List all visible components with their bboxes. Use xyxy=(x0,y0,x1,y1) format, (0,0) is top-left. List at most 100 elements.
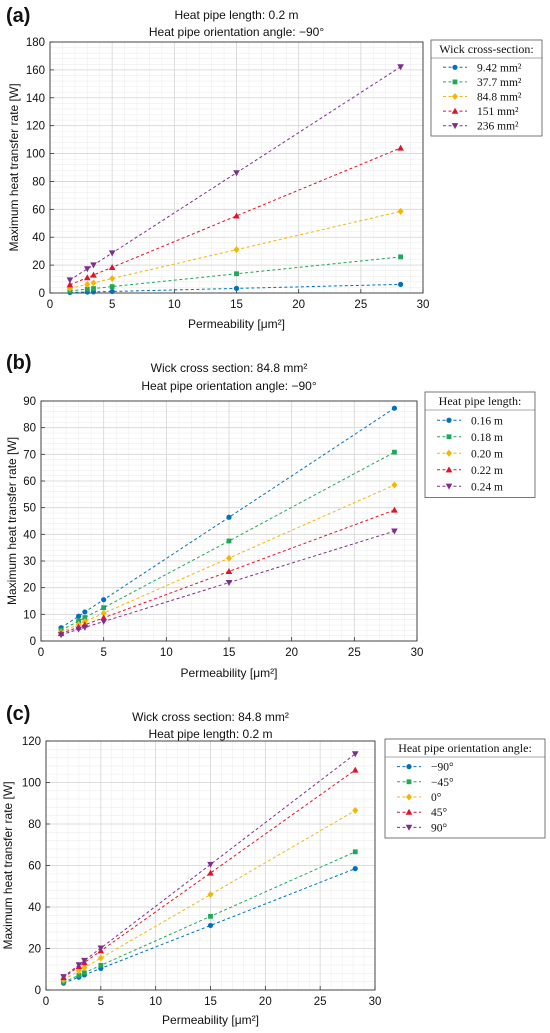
y-tick-label: 0 xyxy=(39,288,45,300)
data-point xyxy=(392,449,397,455)
data-point xyxy=(84,266,91,273)
data-point xyxy=(207,922,214,929)
data-point xyxy=(352,807,359,815)
series-5 xyxy=(57,528,398,639)
chart-title-line: Heat pipe orientation angle: −90° xyxy=(141,379,316,393)
legend-item: 0.20 m xyxy=(437,448,503,460)
legend-title: Wick cross-section: xyxy=(439,42,534,56)
data-point xyxy=(75,626,82,633)
y-tick-label: 90 xyxy=(23,396,36,408)
x-tick-label: 20 xyxy=(285,647,298,659)
legend-item: −45° xyxy=(397,777,454,789)
x-tick-label: 20 xyxy=(292,299,305,311)
y-tick-label: 30 xyxy=(23,556,36,568)
legend-swatch-marker xyxy=(451,107,459,114)
data-point xyxy=(109,288,115,295)
x-tick-label: 15 xyxy=(230,299,243,311)
legend-item: 90° xyxy=(397,822,448,834)
data-point xyxy=(100,609,107,617)
x-tick-label: 5 xyxy=(109,299,115,311)
legend-swatch-marker xyxy=(445,483,453,490)
legend-item: 37.7 mm² xyxy=(443,77,522,89)
series-line xyxy=(69,66,401,281)
legend: Wick cross-section: 9.42 mm² 37.7 mm² 84.8 … xyxy=(430,39,543,137)
legend-item: 0.18 m xyxy=(437,432,503,444)
series-3 xyxy=(60,807,359,984)
series-2 xyxy=(61,849,358,985)
data-point xyxy=(233,246,240,254)
legend-item: 0.22 m xyxy=(437,465,503,477)
legend-swatch-marker xyxy=(405,808,413,815)
chart-panel-3: (c) Wick cross section: 84.8 mm² Heat pipe… xyxy=(1,703,546,1027)
data-point xyxy=(84,280,91,288)
legend-label: 37.7 mm² xyxy=(477,77,522,89)
series-line xyxy=(69,283,401,293)
panel-label: (c) xyxy=(6,703,30,725)
data-point xyxy=(207,869,214,876)
chart-title-line: Heat pipe length: 0.2 m xyxy=(174,8,298,22)
legend-label: 0.22 m xyxy=(471,465,503,477)
data-point xyxy=(98,962,104,968)
series-line xyxy=(69,256,401,292)
series-line xyxy=(63,769,356,978)
chart-title-line: Wick cross section: 84.8 mm² xyxy=(151,361,308,375)
legend-label: 45° xyxy=(431,807,448,819)
data-point xyxy=(60,974,67,981)
y-tick-label: 0 xyxy=(30,636,36,648)
y-tick-label: 70 xyxy=(23,449,36,461)
data-point xyxy=(352,849,358,855)
data-point xyxy=(351,766,359,773)
x-tick-label: 30 xyxy=(411,647,424,659)
data-point xyxy=(97,945,105,952)
data-point xyxy=(101,605,107,611)
data-point xyxy=(234,271,239,277)
legend-item: 45° xyxy=(397,807,448,819)
data-point xyxy=(101,597,107,603)
data-point xyxy=(81,970,87,976)
legend-label: 0.18 m xyxy=(471,432,503,444)
series-line xyxy=(60,530,395,636)
y-tick-label: 60 xyxy=(32,204,45,216)
data-point xyxy=(398,281,404,287)
x-tick-label: 0 xyxy=(43,996,49,1008)
data-point xyxy=(109,274,116,282)
legend-item: 9.42 mm² xyxy=(443,62,522,74)
data-point xyxy=(391,506,398,513)
data-point xyxy=(226,538,232,544)
legend-label: 0.24 m xyxy=(471,481,503,493)
data-point xyxy=(90,271,97,278)
x-tick-label: 10 xyxy=(149,996,162,1008)
series-3 xyxy=(58,481,398,636)
series-4 xyxy=(66,144,404,288)
chart-title-line: Heat pipe orientation angle: −90° xyxy=(149,25,324,39)
y-axis-label: Maximum heat transfer rate [W] xyxy=(7,83,21,251)
legend: Heat pipe length: 0.16 m 0.18 m 0.20 m 0.22 … xyxy=(424,391,536,498)
data-point xyxy=(108,263,116,270)
y-tick-label: 140 xyxy=(26,93,45,105)
legend-label: 151 mm² xyxy=(477,106,519,118)
y-axis-label: Maximum heat transfer rate [W] xyxy=(1,781,15,949)
series-line xyxy=(69,147,401,286)
y-tick-label: 40 xyxy=(32,232,45,244)
series-line xyxy=(63,851,356,983)
data-point xyxy=(391,528,398,535)
y-axis-label: Maximum heat transfer rate [W] xyxy=(5,437,19,605)
series-line xyxy=(63,753,356,978)
data-point xyxy=(226,514,232,520)
x-tick-label: 15 xyxy=(223,647,236,659)
legend-swatch-marker xyxy=(446,417,452,423)
y-tick-label: 80 xyxy=(28,819,41,831)
data-point xyxy=(100,618,107,625)
x-axis-label: Permeability [μm²] xyxy=(162,1013,259,1027)
y-tick-label: 100 xyxy=(22,778,41,790)
panel-label: (b) xyxy=(6,352,32,374)
series-line xyxy=(63,810,356,981)
x-tick-label: 5 xyxy=(100,647,106,659)
y-tick-label: 180 xyxy=(26,37,45,49)
data-point xyxy=(91,286,96,291)
legend-swatch-marker xyxy=(405,824,413,831)
legend-box xyxy=(430,39,543,137)
data-point xyxy=(108,250,116,257)
data-point xyxy=(225,568,233,574)
